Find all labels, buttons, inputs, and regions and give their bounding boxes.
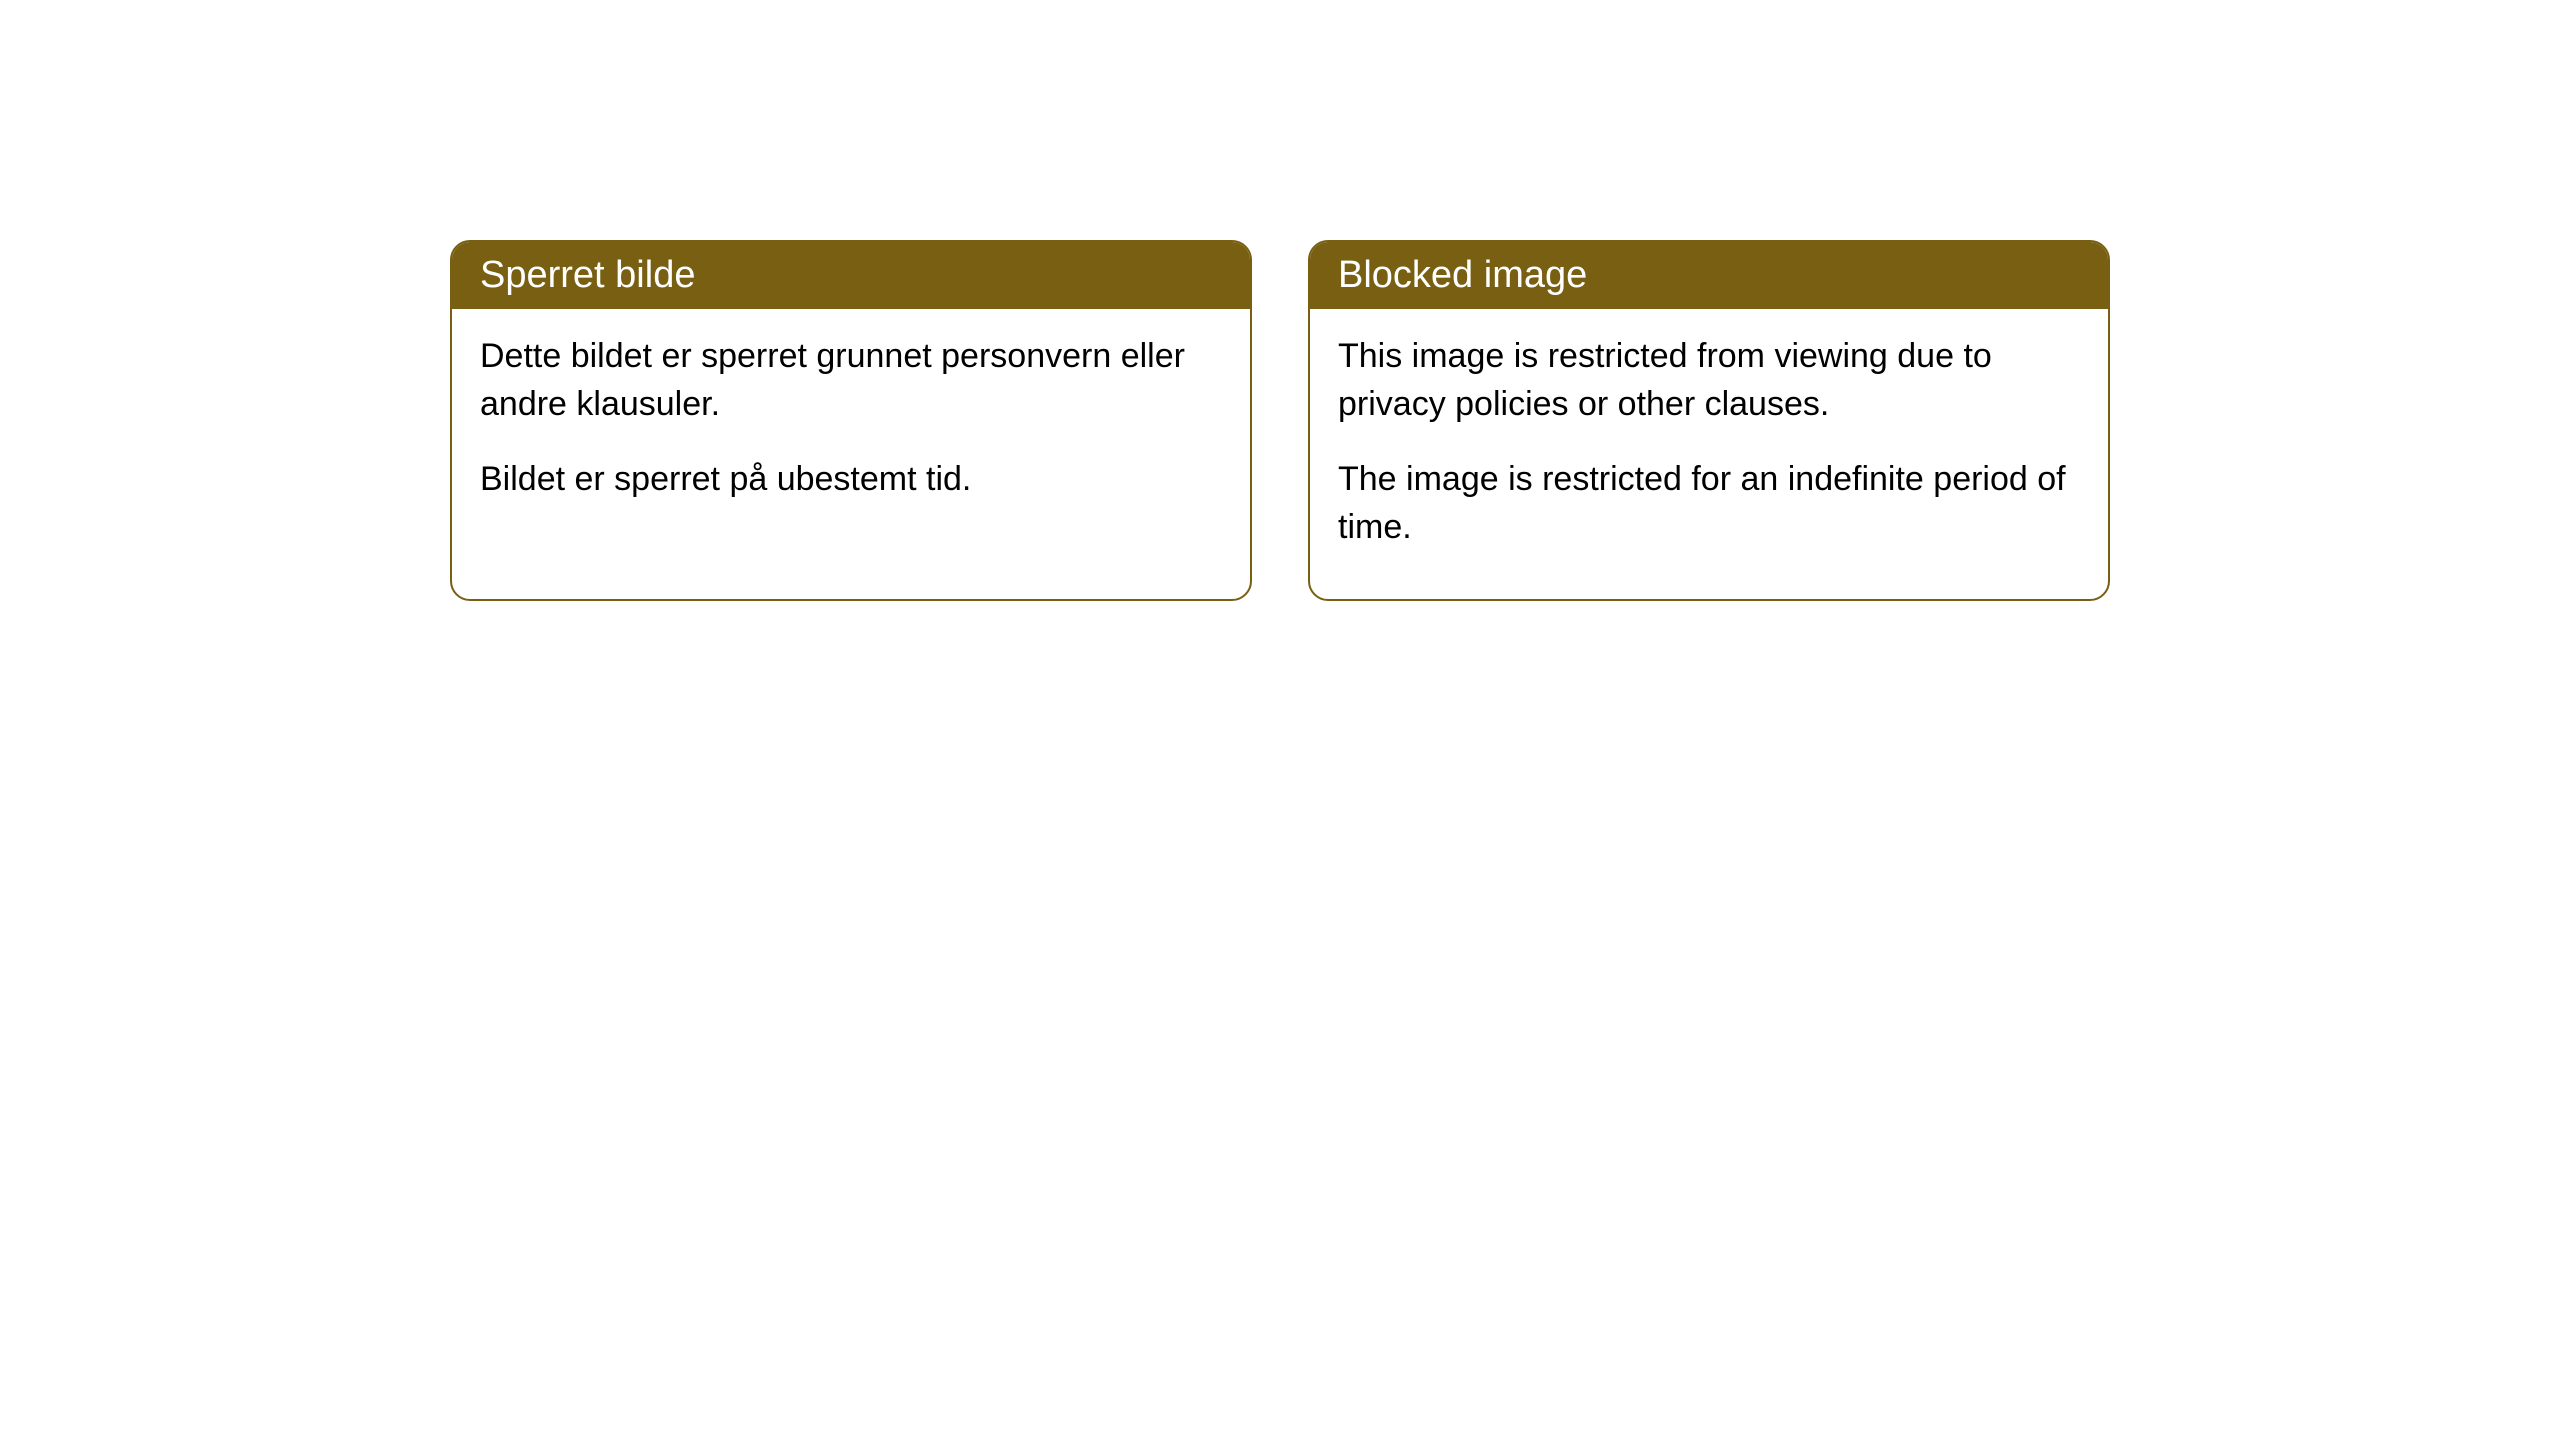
card-paragraph-2-norwegian: Bildet er sperret på ubestemt tid. — [480, 456, 1222, 504]
notice-cards-container: Sperret bilde Dette bildet er sperret gr… — [0, 0, 2560, 601]
card-header-norwegian: Sperret bilde — [452, 242, 1250, 309]
card-paragraph-1-norwegian: Dette bildet er sperret grunnet personve… — [480, 333, 1222, 428]
card-body-english: This image is restricted from viewing du… — [1310, 309, 2108, 599]
card-body-norwegian: Dette bildet er sperret grunnet personve… — [452, 309, 1250, 552]
card-title-norwegian: Sperret bilde — [480, 254, 695, 296]
blocked-image-card-english: Blocked image This image is restricted f… — [1308, 240, 2110, 601]
card-paragraph-1-english: This image is restricted from viewing du… — [1338, 333, 2080, 428]
blocked-image-card-norwegian: Sperret bilde Dette bildet er sperret gr… — [450, 240, 1252, 601]
card-paragraph-2-english: The image is restricted for an indefinit… — [1338, 456, 2080, 551]
card-title-english: Blocked image — [1338, 254, 1587, 296]
card-header-english: Blocked image — [1310, 242, 2108, 309]
